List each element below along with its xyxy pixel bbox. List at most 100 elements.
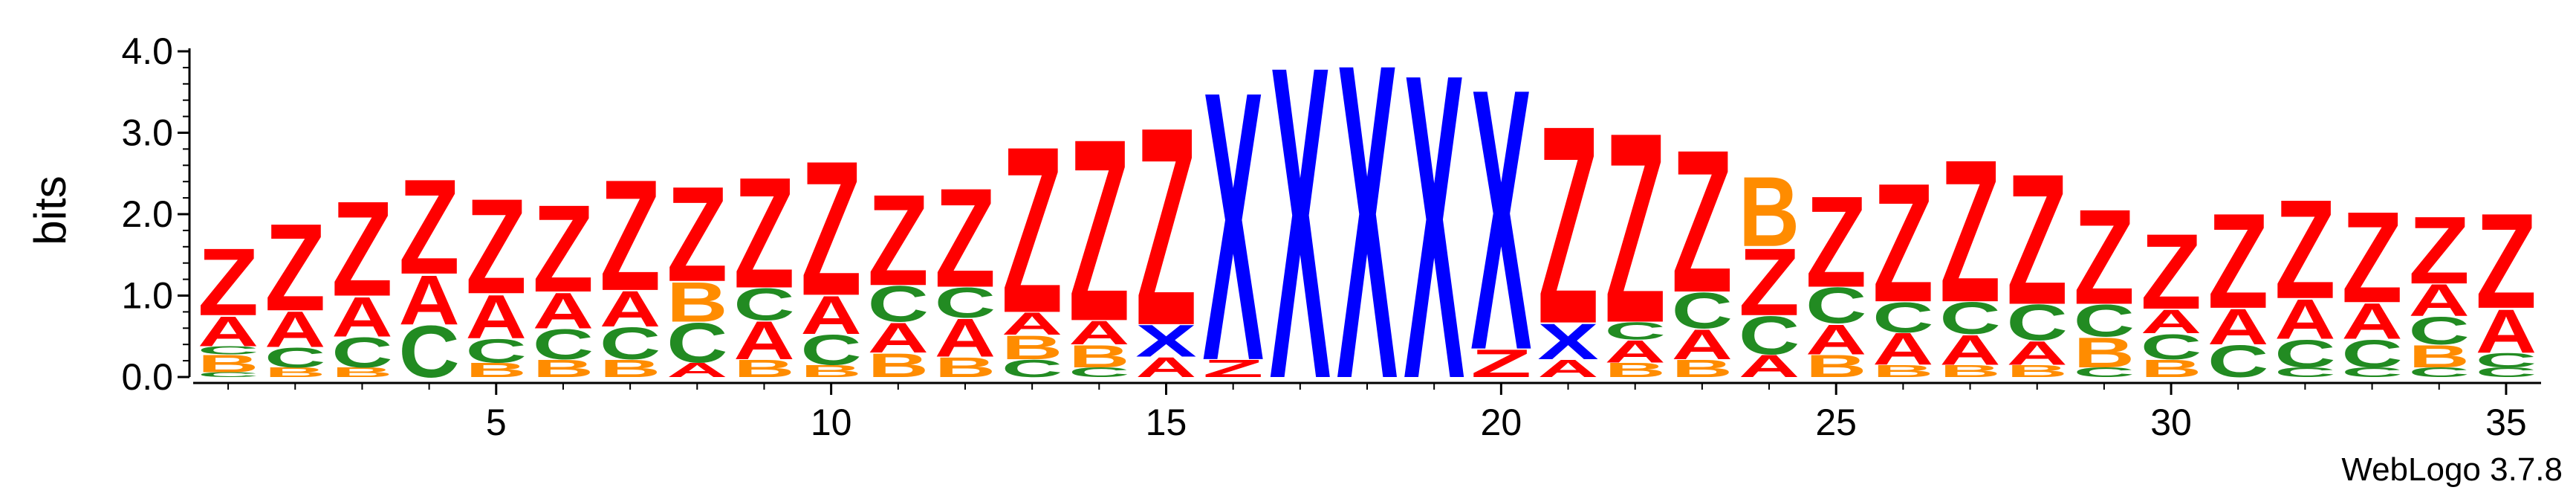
logo-letter-z: Z xyxy=(1470,341,1531,386)
logo-letter-c: C xyxy=(466,332,527,370)
logo-letter-b: B xyxy=(733,355,794,383)
x-tick-label: 10 xyxy=(811,402,852,443)
logo-letter-c: C xyxy=(600,318,661,369)
logo-letter-b: B xyxy=(868,347,929,384)
logo-letter-a: A xyxy=(466,283,527,352)
logo-letter-a: A xyxy=(1605,334,1666,370)
logo-letter-c: C xyxy=(198,344,259,357)
logo-letter-z: Z xyxy=(600,146,661,323)
logo-letter-x: X xyxy=(1470,11,1532,428)
logo-letter-z: Z xyxy=(2341,185,2402,330)
logo-letter-z: Z xyxy=(466,170,527,322)
logo-letter-b: B xyxy=(1806,349,1866,384)
logo-letter-z: Z xyxy=(1203,355,1264,383)
y-tick-label: 1.0 xyxy=(121,275,173,317)
logo-letter-z: Z xyxy=(935,158,996,316)
logo-letter-c: C xyxy=(2476,365,2537,380)
logo-letter-a: A xyxy=(2341,293,2402,350)
axes: 0.0 1.0 2.0 3.0 4.0 5 10 15 20 25 30 35 xyxy=(121,30,2541,443)
logo-letter-b: B xyxy=(1605,358,1666,381)
logo-letter-c: C xyxy=(2274,365,2335,380)
logo-letter-c: C xyxy=(1872,294,1933,342)
logo-letter-x: X xyxy=(1203,11,1265,441)
logo-letter-a: A xyxy=(935,308,996,369)
logo-letter-b: B xyxy=(1002,329,1062,367)
y-tick-label: 3.0 xyxy=(121,112,173,154)
logo-letter-a: A xyxy=(733,310,794,371)
logo-letter-a: A xyxy=(1002,306,1062,342)
logo-letter-a: A xyxy=(666,358,727,381)
logo-letter-x: X xyxy=(1537,314,1598,370)
logo-letter-c: C xyxy=(868,276,929,333)
logo-letter-b: B xyxy=(331,365,392,380)
logo-letter-b: B xyxy=(801,362,862,381)
logo-letter-c: C xyxy=(2409,309,2470,352)
logo-letter-a: A xyxy=(1537,355,1598,383)
logo-letter-b: B xyxy=(1672,355,1733,383)
logo-letter-b: B xyxy=(600,355,661,383)
logo-letter-c: C xyxy=(2341,365,2402,380)
logo-letter-c: C xyxy=(399,311,460,393)
logo-letter-x: X xyxy=(1404,0,1465,470)
logo-letter-c: C xyxy=(2409,365,2470,380)
logo-letter-a: A xyxy=(868,314,929,362)
y-tick-label: 2.0 xyxy=(121,193,173,235)
x-tick-label: 20 xyxy=(1481,402,1522,443)
logo-letter-c: C xyxy=(198,371,259,379)
logo-letter-z: Z xyxy=(2274,170,2335,328)
logo-letter-c: C xyxy=(2007,294,2068,352)
logo-letter-b: B xyxy=(1939,362,2000,381)
logo-letter-z: Z xyxy=(868,168,929,313)
logo-letter-a: A xyxy=(265,301,325,358)
logo-letter-a: A xyxy=(2274,287,2335,351)
logo-glyphs: CBCAZBCAZBCAZCAZBCAZBCAZBCAZACBZBACZBCAZ… xyxy=(198,0,2537,473)
logo-letter-z: Z xyxy=(533,180,594,318)
logo-letter-c: C xyxy=(1002,355,1062,383)
logo-letter-a: A xyxy=(1068,315,1129,352)
y-tick-label: 4.0 xyxy=(121,30,173,72)
logo-letter-a: A xyxy=(2207,298,2268,355)
logo-letter-z: Z xyxy=(198,228,259,335)
logo-letter-a: A xyxy=(2409,275,2470,326)
logo-letter-c: C xyxy=(2476,349,2537,372)
logo-letter-z: Z xyxy=(2476,185,2537,337)
y-tick-label: 0.0 xyxy=(121,356,173,398)
logo-letter-x: X xyxy=(1270,0,1331,471)
logo-letter-z: Z xyxy=(331,173,392,324)
logo-letter-z: Z xyxy=(1872,147,1933,338)
logo-letter-z: Z xyxy=(1605,77,1666,379)
logo-letter-c: C xyxy=(801,326,862,375)
x-tick-label: 15 xyxy=(1146,402,1187,443)
x-tick-label: 35 xyxy=(2485,402,2527,443)
logo-letter-b: B xyxy=(2409,339,2470,375)
logo-letter-z: Z xyxy=(1806,170,1866,315)
logo-letter-z: Z xyxy=(265,199,325,337)
logo-letter-z: Z xyxy=(2207,185,2268,337)
logo-letter-c: C xyxy=(265,341,325,373)
logo-letter-c: C xyxy=(2074,296,2135,347)
logo-letter-b: B xyxy=(1068,339,1129,375)
logo-letter-b: B xyxy=(198,350,259,378)
logo-letter-b: B xyxy=(2007,362,2068,381)
logo-letter-a: A xyxy=(2141,303,2202,341)
logo-letter-c: C xyxy=(666,311,727,375)
x-tick-label: 25 xyxy=(1815,402,1857,443)
logo-letter-z: Z xyxy=(399,151,460,303)
logo-letter-c: C xyxy=(2141,326,2202,367)
logo-letter-b: B xyxy=(2074,329,2135,377)
logo-letter-c: C xyxy=(1939,293,2000,344)
logo-letter-z: Z xyxy=(801,120,862,336)
logo-letter-z: Z xyxy=(2007,135,2068,344)
logo-letter-z: Z xyxy=(2074,181,2135,332)
x-tick-label: 5 xyxy=(486,402,507,443)
logo-letter-z: Z xyxy=(1002,97,1062,362)
logo-letter-c: C xyxy=(1806,277,1866,335)
logo-letter-c: C xyxy=(2074,365,2135,380)
logo-letter-a: A xyxy=(600,280,661,338)
logo-letter-a: A xyxy=(1872,324,1933,375)
logo-letter-c: C xyxy=(935,279,996,327)
logo-letter-b: B xyxy=(1872,362,1933,381)
logo-letter-z: Z xyxy=(1739,228,1800,335)
logo-letter-a: A xyxy=(1135,351,1196,383)
